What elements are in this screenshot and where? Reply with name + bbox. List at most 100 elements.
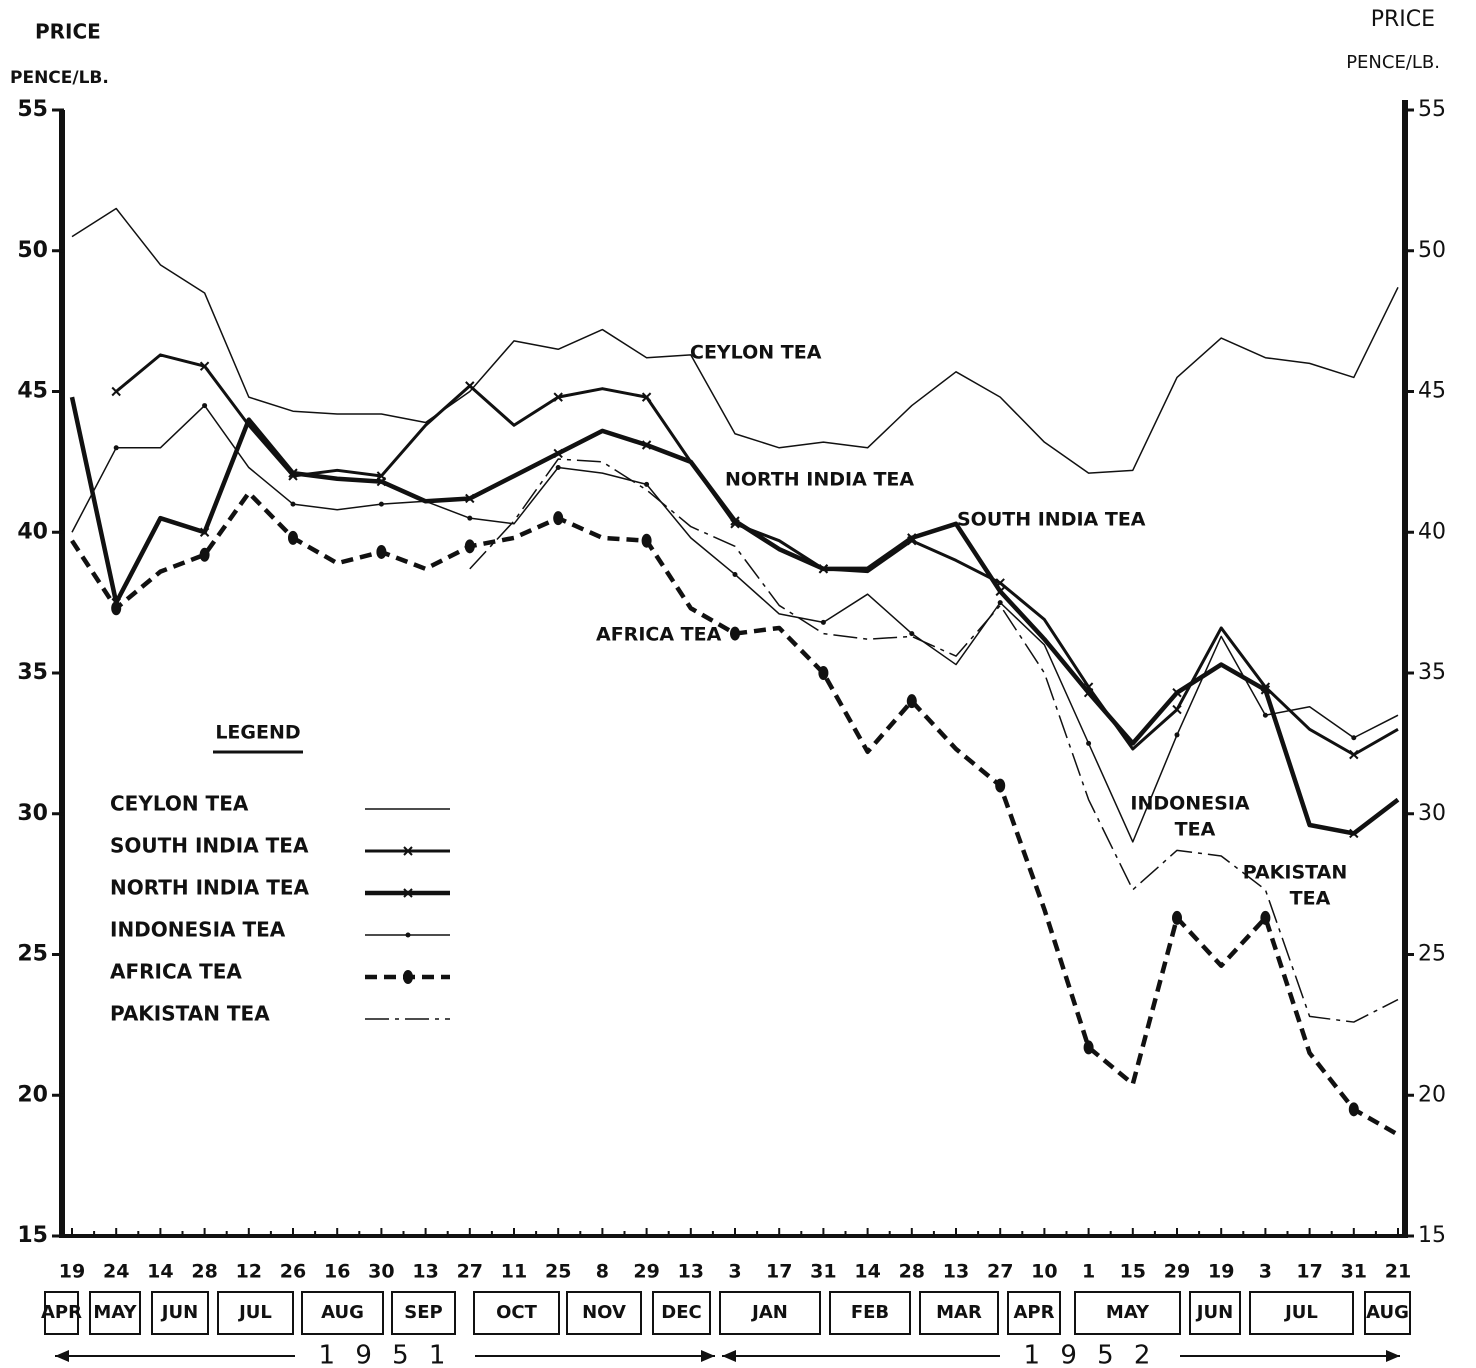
month-box — [719, 1291, 821, 1335]
series — [111, 353, 1399, 760]
marker — [199, 527, 210, 537]
y-tick-label: 15 — [17, 1223, 48, 1248]
marker — [644, 481, 650, 487]
marker — [641, 392, 652, 402]
month-label: MAY — [93, 1302, 137, 1323]
marker — [464, 539, 475, 554]
marker — [909, 631, 915, 637]
month-label: JUL — [1283, 1302, 1318, 1323]
x-tick-label: 28 — [899, 1261, 925, 1283]
month-box — [1364, 1291, 1411, 1335]
y-tick-label: 25 — [17, 942, 48, 967]
x-tick-label: 19 — [59, 1261, 85, 1283]
year-label: 1 9 5 2 — [1024, 1341, 1157, 1368]
y2-unit: PENCE/LB. — [1346, 52, 1440, 73]
y2-label: PRICE — [1371, 7, 1435, 32]
marker — [378, 501, 384, 507]
legend-label: PAKISTAN TEA — [110, 1002, 270, 1026]
annotation: SOUTH INDIA TEA — [957, 509, 1146, 531]
y2-tick-label: 35 — [1418, 660, 1446, 685]
marker — [1260, 685, 1271, 695]
year-label: 1 9 5 1 — [319, 1341, 452, 1368]
marker — [553, 448, 563, 459]
x-tick-label: 10 — [1031, 1261, 1057, 1283]
month-label: SEP — [404, 1302, 442, 1323]
series-line — [115, 353, 1399, 757]
x-tick-label: 29 — [1164, 1261, 1190, 1283]
marker — [465, 381, 475, 391]
marker — [732, 571, 738, 577]
x-tick-label: 21 — [1385, 1261, 1411, 1283]
marker — [1351, 735, 1357, 741]
series — [70, 490, 1400, 1137]
month-label: JUL — [237, 1302, 272, 1323]
series — [71, 207, 1399, 474]
marker — [1172, 910, 1182, 925]
marker — [199, 547, 210, 562]
month-label: JAN — [750, 1302, 788, 1323]
x-tick-label: 16 — [324, 1261, 350, 1283]
month-box — [89, 1291, 141, 1335]
marker — [907, 533, 917, 543]
marker — [1262, 712, 1268, 718]
marker — [730, 626, 740, 641]
marker — [113, 445, 119, 451]
y2-tick-label: 45 — [1418, 379, 1446, 404]
annotation: TEA — [1290, 888, 1331, 910]
month-box — [151, 1291, 209, 1335]
x-tick-label: 13 — [943, 1261, 969, 1283]
marker — [1083, 1040, 1094, 1055]
annotation: TEA — [1175, 819, 1216, 841]
month-label: OCT — [496, 1302, 538, 1323]
month-box — [217, 1291, 294, 1335]
marker — [288, 468, 298, 478]
x-tick-label: 15 — [1120, 1261, 1146, 1283]
marker — [553, 511, 564, 526]
marker — [467, 515, 473, 521]
marker — [1260, 910, 1271, 925]
legend-label: SOUTH INDIA TEA — [110, 834, 309, 858]
marker — [995, 586, 1005, 597]
marker — [1348, 1102, 1359, 1117]
series — [469, 458, 1399, 1023]
y-tick-label: 45 — [17, 379, 48, 404]
month-label: JUN — [1195, 1302, 1233, 1323]
annotation: AFRICA TEA — [596, 624, 722, 646]
y2-tick-label: 15 — [1418, 1223, 1446, 1248]
month-box — [566, 1291, 642, 1335]
annotation: PAKISTAN — [1243, 862, 1347, 884]
x-tick-label: 13 — [678, 1261, 704, 1283]
series-line — [69, 396, 1400, 836]
marker — [202, 403, 208, 409]
month-label: MAR — [936, 1302, 982, 1323]
marker — [906, 694, 917, 709]
month-label: JUN — [160, 1302, 198, 1323]
x-tick-label: 31 — [810, 1261, 836, 1283]
marker — [818, 564, 829, 574]
x-tick-label: 19 — [1208, 1261, 1234, 1283]
marker — [555, 465, 561, 471]
year-bg — [295, 1343, 475, 1367]
x-tick-label: 3 — [728, 1261, 741, 1283]
month-label: AUG — [1366, 1302, 1409, 1323]
y-tick-label: 50 — [17, 238, 48, 263]
y-tick-label: 55 — [17, 97, 48, 122]
marker — [111, 601, 122, 616]
series-line — [71, 207, 1399, 474]
x-tick-label: 14 — [147, 1261, 173, 1283]
marker — [405, 932, 411, 938]
y-label: PRICE — [35, 20, 101, 44]
month-box — [829, 1291, 911, 1335]
marker — [1174, 732, 1180, 738]
marker — [376, 544, 387, 559]
x-tick-label: 17 — [1296, 1261, 1322, 1283]
x-tick-label: 29 — [633, 1261, 659, 1283]
y2-tick-label: 20 — [1418, 1082, 1446, 1107]
marker — [1086, 740, 1092, 746]
y-tick-label: 35 — [17, 660, 48, 685]
x-tick-label: 25 — [545, 1261, 571, 1283]
y-tick-label: 40 — [17, 519, 48, 544]
month-label: APR — [41, 1302, 82, 1323]
y-unit: PENCE/LB. — [10, 68, 109, 88]
